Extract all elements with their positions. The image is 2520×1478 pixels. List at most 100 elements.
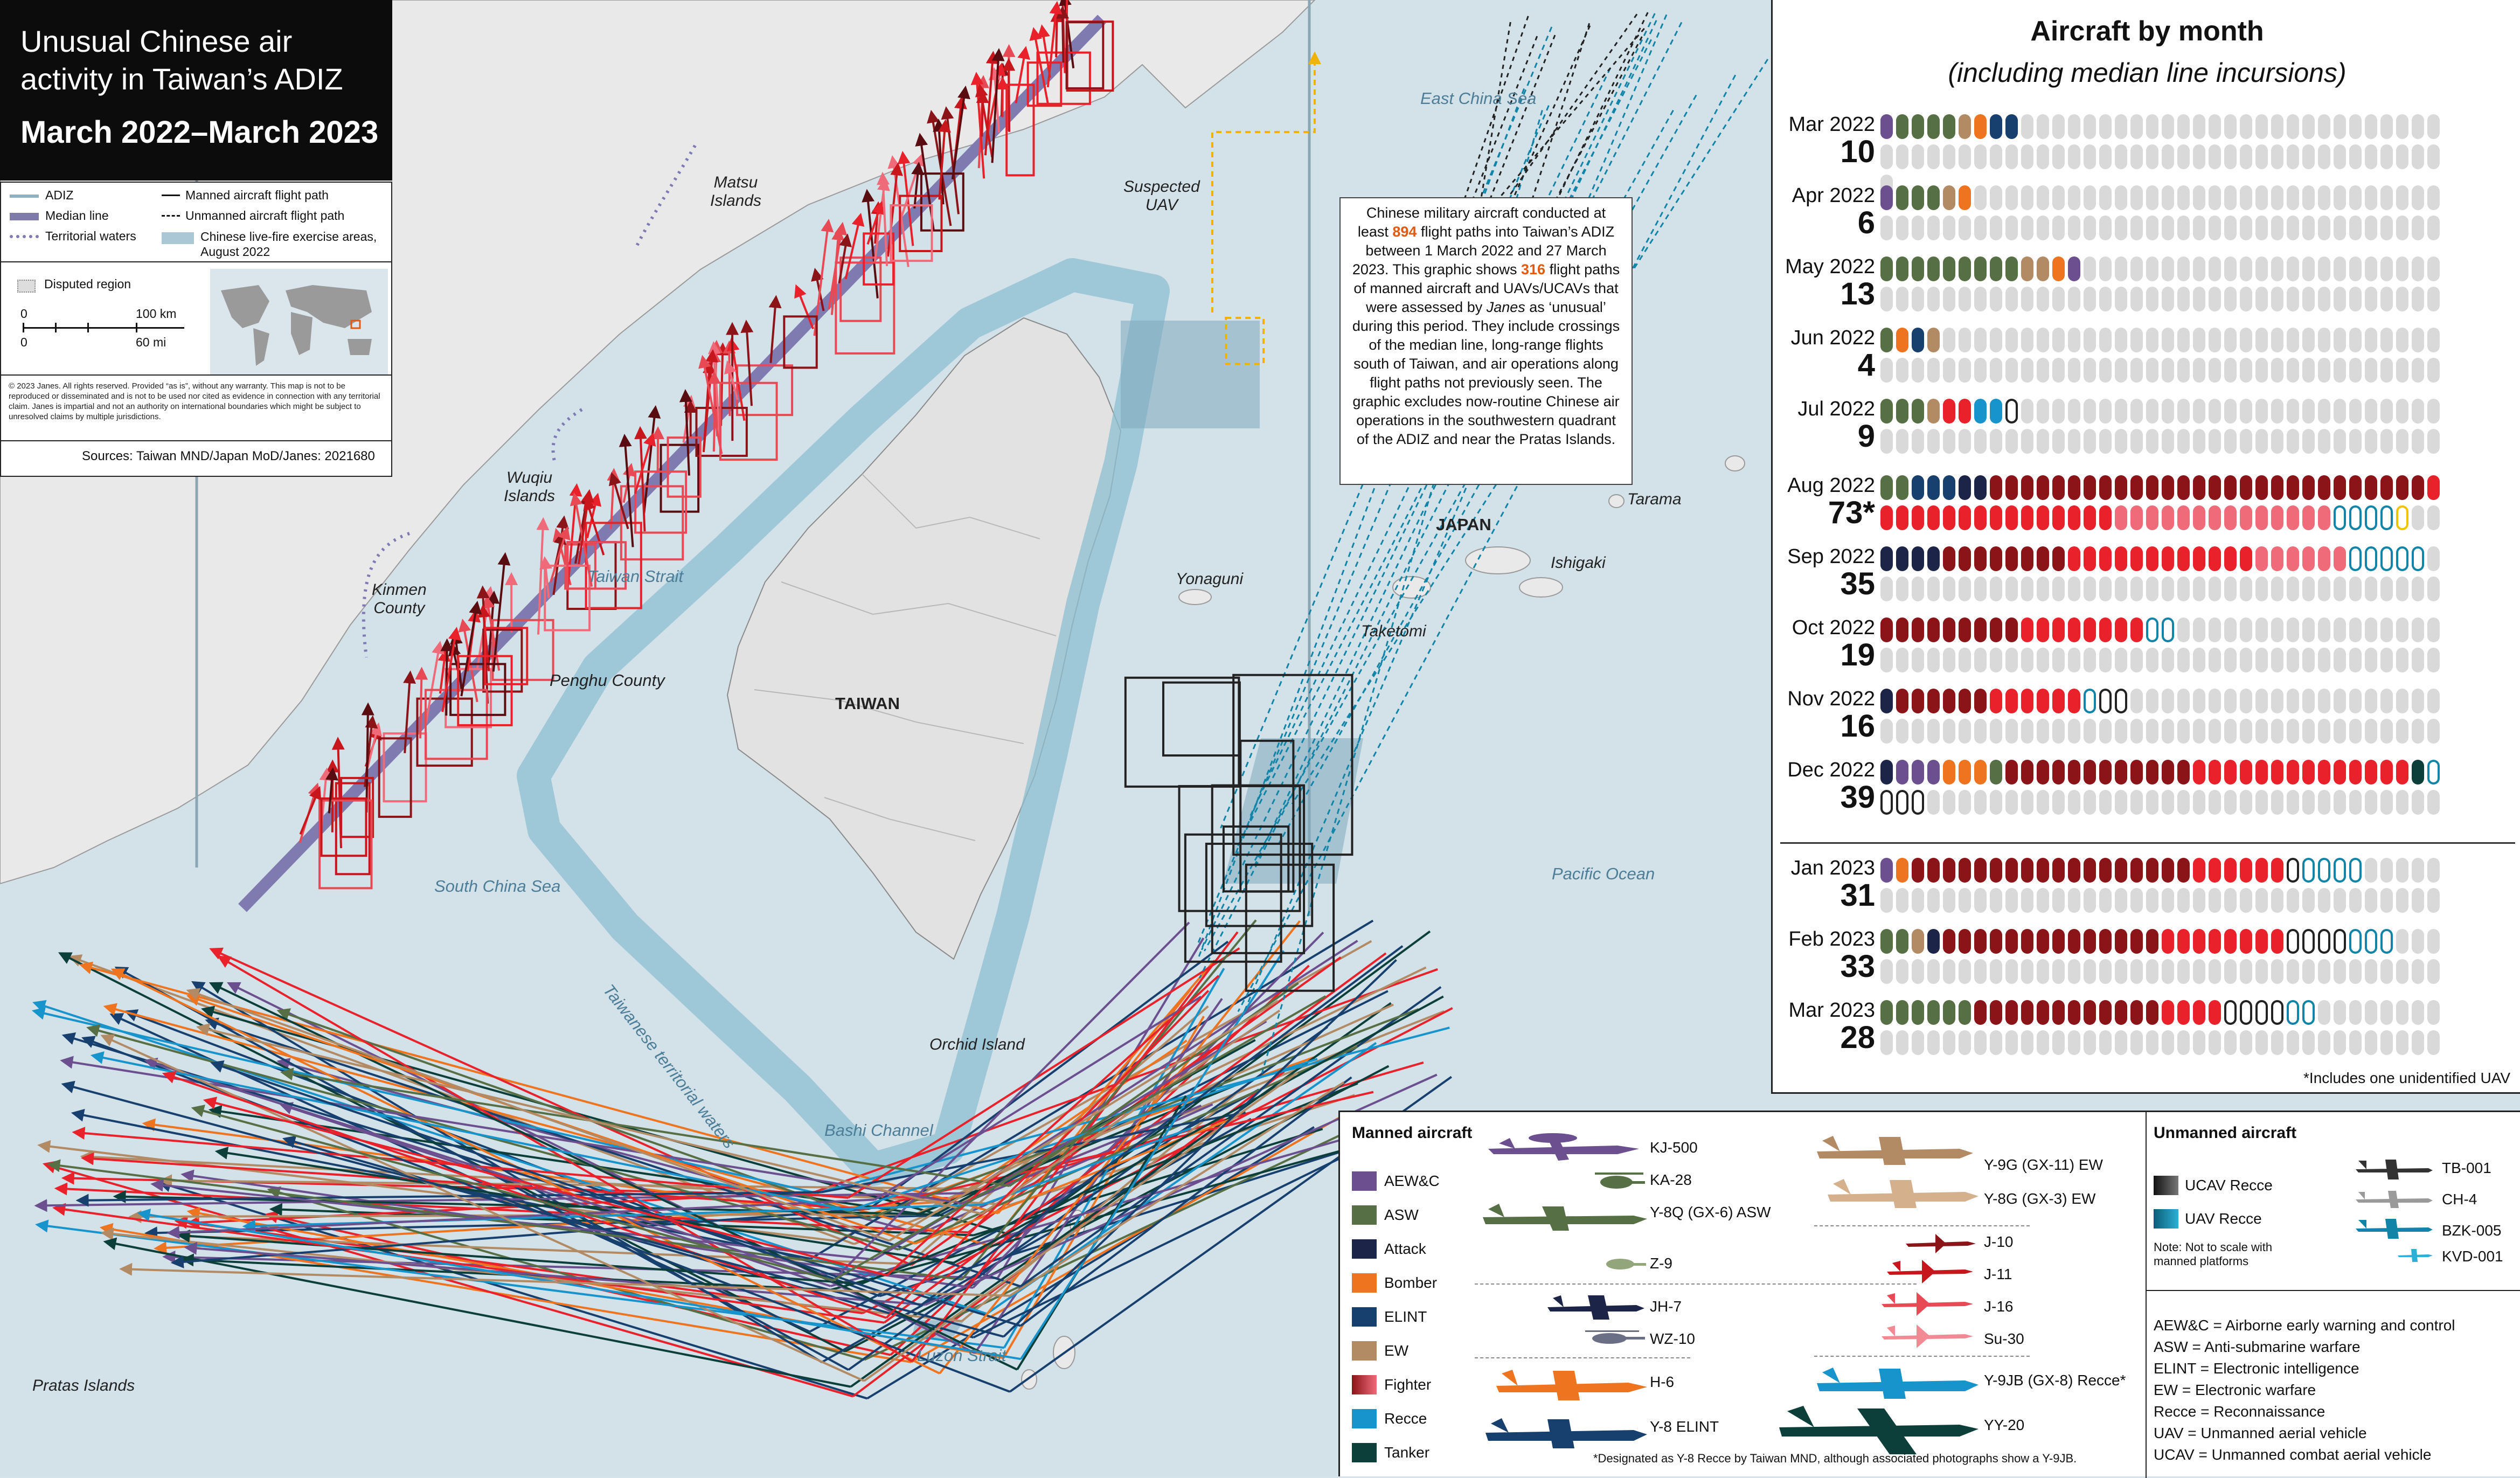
aircraft-pill [1959, 287, 1971, 311]
aircraft-pill [2380, 858, 2393, 883]
aircraft-pill [2115, 144, 2127, 169]
aircraft-pill [2130, 959, 2143, 984]
aircraft-pill [2318, 358, 2330, 383]
aircraft-pill [2380, 719, 2393, 744]
aircraft-pill [2209, 689, 2221, 713]
aircraft-pill [2068, 929, 2080, 954]
aircraft-pill [2365, 287, 2377, 311]
aircraft-pill [2240, 959, 2252, 984]
aircraft-pill [1943, 505, 1955, 530]
aircraft-pill [2068, 577, 2080, 601]
aircraft-pill [2005, 144, 2018, 169]
aircraft-pill [2302, 790, 2315, 815]
aircraft-pill [1896, 760, 1908, 785]
title-line-1: Unusual Chinese air activity in Taiwan’s… [20, 23, 343, 98]
aircraft-pill [2005, 505, 2018, 530]
aircraft-pill [2271, 760, 2283, 785]
j-16-icon [1879, 1289, 1976, 1319]
aircraft-pill [2302, 1000, 2315, 1025]
aircraft-pill [1990, 256, 2002, 281]
aircraft-pill [2224, 287, 2237, 311]
tb-001-icon [2353, 1155, 2434, 1182]
aircraft-pill [2084, 328, 2096, 352]
aircraft-pill [2302, 287, 2315, 311]
aircraft-pill [2052, 929, 2065, 954]
aircraft-pill [2177, 328, 2190, 352]
aircraft-pill [2287, 505, 2299, 530]
aircraft-pill [2177, 546, 2190, 571]
su-30-icon [1879, 1321, 1976, 1351]
aircraft-pill [1943, 144, 1955, 169]
aircraft-pill [2349, 256, 2362, 281]
label-tb-001: TB-001 [2442, 1160, 2491, 1177]
aircraft-pill [2302, 617, 2315, 642]
aircraft-pill [2099, 429, 2112, 454]
aircraft-pill [2396, 399, 2408, 424]
aircraft-pill [2209, 577, 2221, 601]
legend-separator [1475, 1357, 1690, 1358]
aircraft-pill [2068, 719, 2080, 744]
aircraft-pill [2412, 719, 2424, 744]
aircraft-pill [2427, 959, 2440, 984]
category-label: Recce [1384, 1410, 1427, 1427]
aircraft-pill [2130, 185, 2143, 210]
aircraft-pill [2193, 144, 2205, 169]
aircraft-pill [2146, 287, 2158, 311]
aircraft-pill [2365, 216, 2377, 240]
aircraft-pill [2224, 185, 2237, 210]
aircraft-pill [2005, 577, 2018, 601]
aircraft-pill [2193, 1000, 2205, 1025]
aircraft-pill [1943, 328, 1955, 352]
aircraft-pill [2209, 256, 2221, 281]
aircraft-pill [2130, 546, 2143, 571]
aircraft-pill [2224, 648, 2237, 672]
aircraft-pill [1912, 399, 1924, 424]
aircraft-pill [2427, 144, 2440, 169]
unmanned-path-swatch [162, 215, 180, 217]
aircraft-pill [2224, 358, 2237, 383]
aircraft-pill [2255, 429, 2268, 454]
label-tarama: Tarama [1627, 490, 1682, 509]
aircraft-pill [1959, 399, 1971, 424]
aircraft-pill [2099, 399, 2112, 424]
aircraft-pill [2193, 114, 2205, 139]
aircraft-pill [2177, 144, 2190, 169]
aircraft-pill [1943, 546, 1955, 571]
aircraft-pill [1880, 577, 1893, 601]
aircraft-pill [2130, 287, 2143, 311]
month-label: Mar 2023 [1773, 999, 1875, 1022]
aircraft-pill [2380, 216, 2393, 240]
aircraft-pill [1896, 1000, 1908, 1025]
aircraft-pill [2162, 429, 2174, 454]
aircraft-pill [1990, 358, 2002, 383]
aircraft-pill [2380, 790, 2393, 815]
kj-500-icon [1483, 1122, 1644, 1165]
aircraft-pill [2115, 790, 2127, 815]
title-text-2: activity in Taiwan’s ADIZ [20, 60, 343, 98]
aircraft-pill [2302, 929, 2315, 954]
aircraft-pill [2302, 505, 2315, 530]
aircraft-pill [2240, 888, 2252, 913]
aircraft-pill [2052, 546, 2065, 571]
scale-km: 100 km [136, 307, 176, 321]
aircraft-pill [2412, 929, 2424, 954]
aircraft-pill [2146, 858, 2158, 883]
aircraft-pill [2115, 328, 2127, 352]
aircraft-pill [1927, 617, 1940, 642]
aircraft-pill [2021, 287, 2033, 311]
aircraft-pill [2318, 888, 2330, 913]
aircraft-pill [2365, 888, 2377, 913]
aircraft-pill [2177, 888, 2190, 913]
aircraft-pill [2146, 144, 2158, 169]
aircraft-pill [2005, 648, 2018, 672]
aircraft-pill [2162, 287, 2174, 311]
aircraft-pill [1896, 719, 1908, 744]
category-swatch [1352, 1443, 1377, 1462]
unmanned-note: Note: Not to scale with manned platforms [2154, 1240, 2304, 1268]
aircraft-pill [1974, 429, 1987, 454]
aircraft-pill [1959, 959, 1971, 984]
aircraft-pill [2365, 577, 2377, 601]
